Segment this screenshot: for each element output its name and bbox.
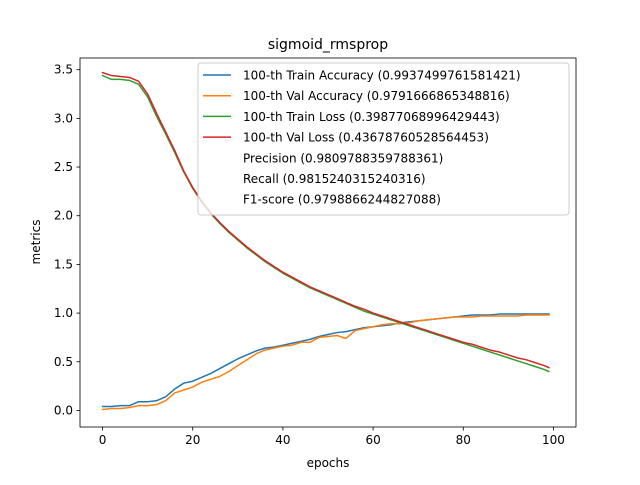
legend-label: 100-th Val Loss (0.43678760528564453) [243,131,489,145]
x-axis-label: epochs [307,456,350,470]
y-tick-label: 0.5 [54,355,73,369]
x-tick-label: 100 [542,433,565,447]
x-tick-label: 20 [185,433,200,447]
y-tick-label: 1.0 [54,306,73,320]
series-line-1 [101,314,550,411]
y-tick-label: 3.5 [54,63,73,77]
legend-label: Recall (0.9815240315240316) [243,172,426,186]
legend: 100-th Train Accuracy (0.993749976158142… [197,62,570,216]
series-line-0 [101,313,550,408]
y-axis: 0.0 0.5 1.0 1.5 2.0 2.5 3.0 3.5 [54,63,80,417]
legend-label: 100-th Train Accuracy (0.993749976158142… [243,69,521,83]
plot-frame [79,57,577,428]
y-tick-label: 1.5 [54,257,73,271]
x-tick-label: 40 [275,433,290,447]
legend-label: Precision (0.9809788359788361) [243,151,443,165]
series-line-3 [101,71,550,369]
y-tick-label: 3.0 [54,111,73,125]
x-axis: 0 20 40 60 80 100 [99,427,565,447]
legend-label: F1-score (0.9798866244827088) [243,193,441,207]
y-tick-label: 2.5 [54,160,73,174]
y-axis-label: metrics [29,220,43,265]
chart-title: sigmoid_rmsprop [268,37,388,53]
y-tick-label: 2.0 [54,209,73,223]
legend-label: 100-th Val Accuracy (0.9791666865348816) [243,89,510,103]
legend-label: 100-th Train Loss (0.39877068996429443) [243,110,500,124]
x-tick-label: 60 [365,433,380,447]
x-tick-label: 0 [99,433,107,447]
x-tick-label: 80 [456,433,471,447]
legend-box [197,62,570,216]
legend-entries: 100-th Train Accuracy (0.993749976158142… [203,69,521,207]
series-layer [101,71,550,411]
y-tick-label: 0.0 [54,403,73,417]
